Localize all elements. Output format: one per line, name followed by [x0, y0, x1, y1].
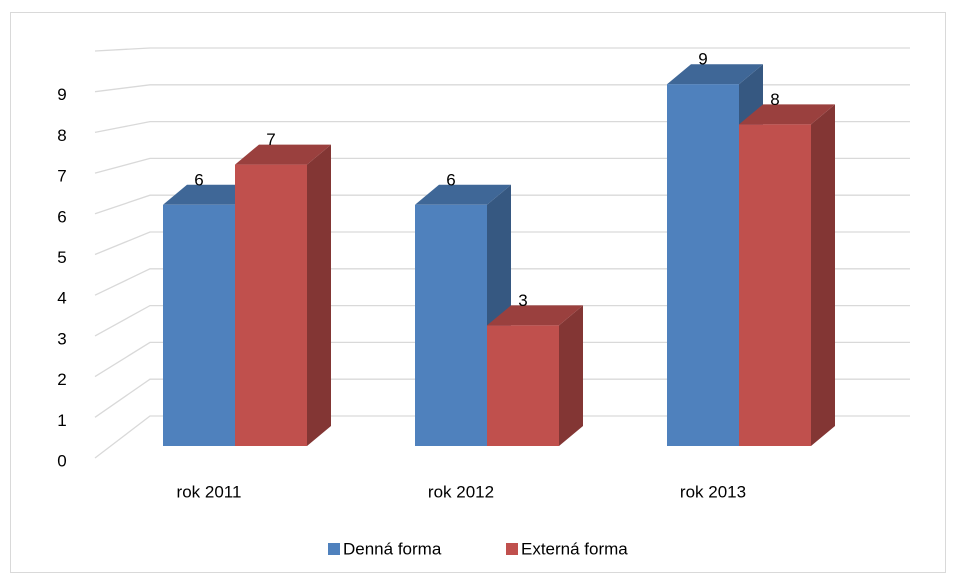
grid-line	[94, 378, 910, 418]
y-tick-label: 9	[57, 85, 66, 104]
value-label: 9	[698, 50, 707, 69]
x-tick-label: rok 2012	[428, 482, 494, 501]
bar-top	[235, 144, 331, 165]
y-tick-label: 0	[57, 451, 66, 470]
bar-side	[559, 305, 583, 446]
x-tick-label: rok 2011	[177, 482, 242, 501]
bar-side	[307, 144, 331, 446]
grid-line	[94, 415, 910, 459]
bar	[163, 204, 235, 446]
grid-line	[94, 194, 910, 215]
bar	[487, 325, 559, 446]
bar-top	[415, 184, 511, 205]
legend-label: Denná forma	[343, 539, 442, 558]
bar-top	[487, 305, 583, 326]
bar-top	[739, 104, 835, 125]
legend-swatch	[328, 543, 340, 555]
legend-swatch	[506, 543, 518, 555]
legend-label: Externá forma	[521, 539, 628, 558]
grid-line	[94, 47, 910, 52]
grid-line	[94, 268, 910, 296]
value-label: 6	[446, 170, 455, 189]
bar-top	[667, 64, 763, 85]
y-tick-label: 4	[57, 289, 66, 308]
y-tick-label: 6	[57, 207, 66, 226]
grid-line	[94, 157, 910, 174]
bar	[739, 124, 811, 447]
value-label: 6	[194, 170, 203, 189]
bar-side	[811, 104, 835, 447]
grid-line	[94, 304, 910, 337]
y-tick-label: 1	[57, 411, 66, 430]
y-tick-label: 7	[57, 167, 66, 186]
bar	[415, 204, 487, 446]
bar	[235, 164, 307, 446]
grid-line	[94, 84, 910, 93]
grid-line	[94, 341, 910, 378]
value-label: 3	[518, 291, 527, 310]
y-tick-label: 3	[57, 329, 66, 348]
y-tick-label: 2	[57, 370, 66, 389]
y-tick-label: 8	[57, 126, 66, 145]
bar	[667, 84, 739, 446]
y-tick-label: 5	[57, 248, 66, 267]
value-label: 7	[266, 130, 275, 149]
value-label: 8	[770, 90, 779, 109]
grid-line	[94, 231, 910, 256]
grid-line	[94, 120, 910, 134]
x-tick-label: rok 2013	[680, 482, 746, 501]
